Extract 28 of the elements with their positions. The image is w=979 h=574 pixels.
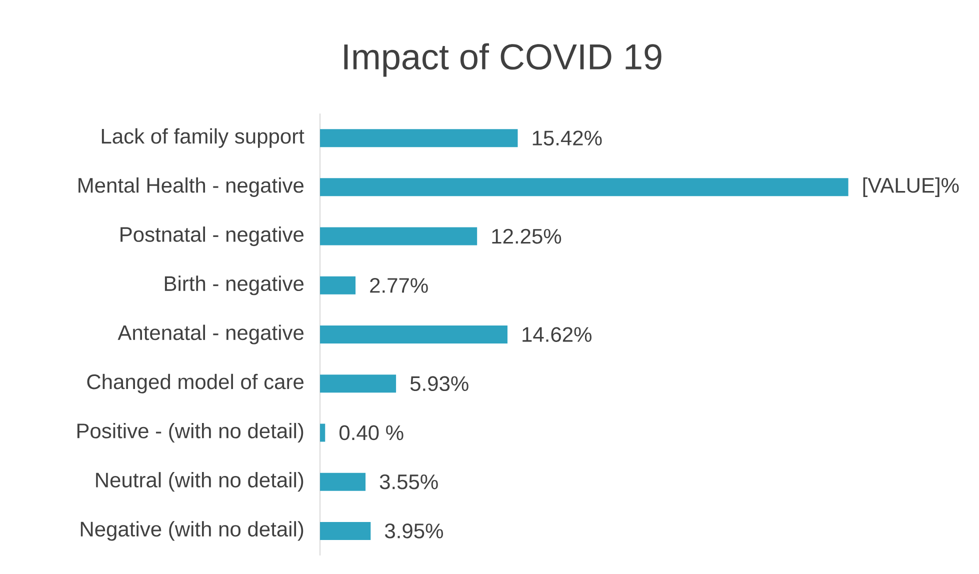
data-label: 0.40 % (339, 425, 404, 440)
y-tick-label: Antenatal - negative (118, 324, 304, 344)
y-tick-label: Changed model of care (87, 374, 304, 394)
bar (320, 129, 518, 148)
y-tick-label: Lack of family support (102, 128, 304, 148)
data-label: 14.62% (522, 327, 592, 342)
bar (320, 276, 356, 294)
bar (320, 227, 478, 246)
y-tick-label: Negative (with no detail) (80, 521, 304, 541)
data-label: [VALUE]% (863, 177, 959, 197)
data-label: 5.93% (410, 376, 468, 392)
y-tick-label: Birth - negative (164, 276, 304, 296)
bar (320, 178, 848, 196)
bar (320, 374, 396, 393)
bar (320, 326, 508, 344)
data-label: 3.95% (384, 524, 443, 538)
data-label: 2.77% (370, 278, 428, 293)
bar (320, 424, 326, 442)
y-tick-label: Mental Health - negative (78, 177, 304, 197)
data-label: 3.55% (380, 474, 438, 490)
data-label: 12.25% (492, 228, 562, 244)
chart-title: Impact of COVID 19 (344, 43, 662, 77)
y-tick-label: Neutral (with no detail) (96, 472, 304, 492)
data-label: 15.42% (532, 130, 602, 146)
bar (320, 472, 366, 491)
y-tick-label: Postnatal - negative (120, 226, 304, 246)
bar (320, 522, 371, 540)
y-tick-label: Positive - (with no detail) (77, 422, 304, 443)
